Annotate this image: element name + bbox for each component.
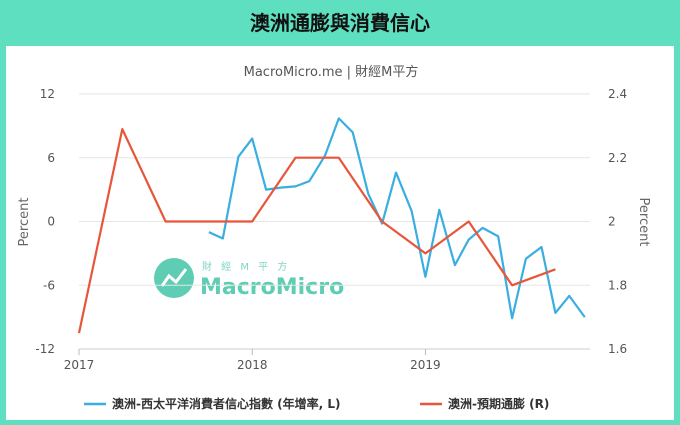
x-tick-label: 2019 (410, 358, 441, 372)
y-right-tick-label: 1.6 (608, 342, 627, 356)
y-right-tick-label: 2.2 (608, 151, 627, 165)
page-title: 澳洲通膨與消費信心 (250, 11, 430, 35)
y-left-tick-label: -12 (35, 342, 55, 356)
chart-subtitle: MacroMicro.me | 財經M平方 (244, 64, 419, 80)
y-left-tick-label: 6 (47, 151, 55, 165)
watermark-en: MacroMicro (200, 275, 344, 300)
y-axis-right: 2.4 2.2 2 1.8 1.6 (608, 87, 627, 356)
y-right-tick-label: 1.8 (608, 278, 627, 292)
watermark-logo-icon (154, 258, 194, 298)
y-left-tick-label: 12 (40, 87, 55, 101)
y-axis-right-title: Percent (636, 198, 651, 247)
y-axis-left: 12 6 0 -6 -12 (35, 87, 55, 356)
legend-label-consumer[interactable]: 澳洲-西太平洋消費者信心指數 (年增率, L) (112, 396, 341, 411)
y-axis-left-title: Percent (17, 198, 32, 247)
y-left-tick-label: -6 (43, 278, 55, 292)
x-tick-label: 2018 (237, 358, 268, 372)
y-left-tick-label: 0 (47, 215, 55, 229)
y-right-tick-label: 2.4 (608, 87, 627, 101)
x-tick-label: 2017 (64, 358, 95, 372)
series-line-consumer-confidence[interactable] (208, 117, 586, 320)
chart-panel: MacroMicro.me | 財經M平方 財 經 M 平 方 MacroMic… (6, 46, 674, 420)
watermark-cn: 財 經 M 平 方 (202, 260, 290, 273)
x-axis: 2017 2018 2019 (64, 348, 590, 372)
legend-label-inflation[interactable]: 澳洲-預期通膨 (R) (448, 396, 549, 411)
watermark: 財 經 M 平 方 MacroMicro (154, 258, 344, 300)
legend[interactable]: 澳洲-西太平洋消費者信心指數 (年增率, L) 澳洲-預期通膨 (R) (84, 396, 549, 411)
series-line-inflation-expectation[interactable] (77, 127, 556, 334)
line-chart: MacroMicro.me | 財經M平方 財 經 M 平 方 MacroMic… (17, 64, 651, 411)
series-group (77, 117, 586, 334)
watermark-logo-line-icon (160, 268, 188, 287)
y-right-tick-label: 2 (608, 215, 616, 229)
